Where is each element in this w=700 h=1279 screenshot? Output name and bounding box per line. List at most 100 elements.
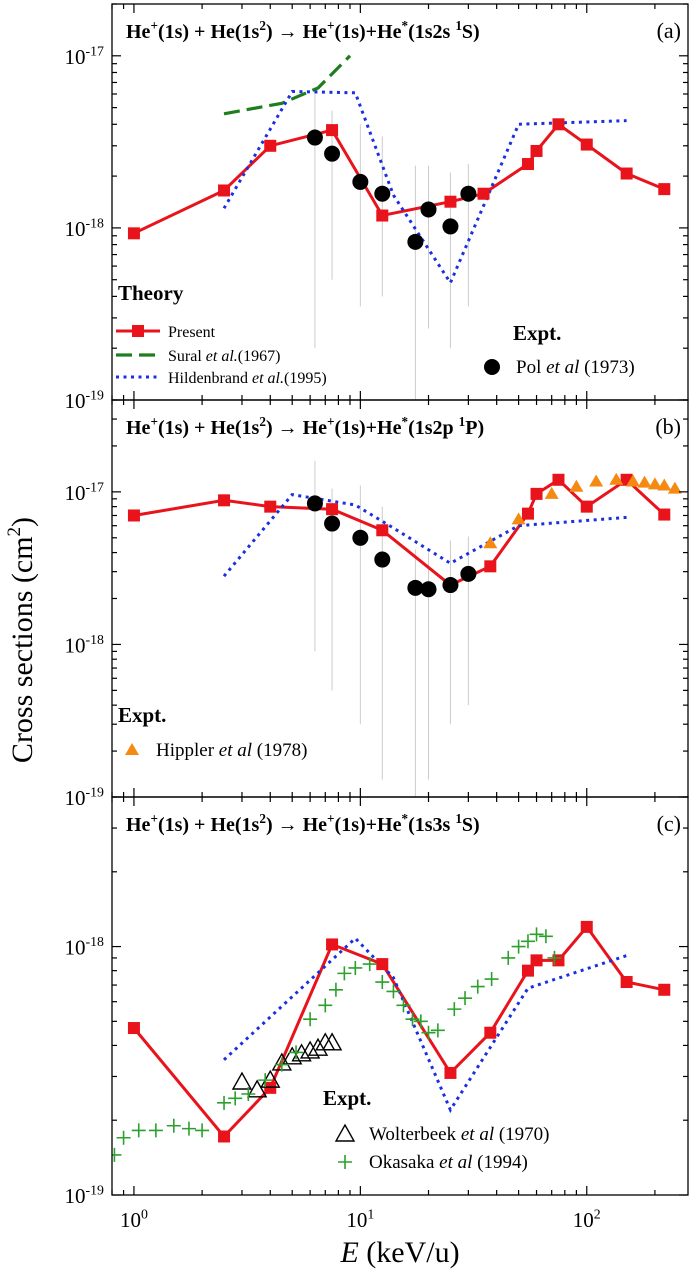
data-point xyxy=(569,479,584,492)
data-point xyxy=(217,1095,232,1110)
data-point xyxy=(658,983,671,996)
data-point xyxy=(131,1123,146,1138)
legend-marker xyxy=(125,743,139,755)
data-point xyxy=(620,167,633,180)
data-point xyxy=(444,1066,457,1079)
plot-area xyxy=(127,460,682,797)
data-point xyxy=(264,1081,277,1094)
data-point xyxy=(444,195,457,208)
data-point xyxy=(477,187,490,200)
data-point xyxy=(218,184,231,197)
legend-entry: Present xyxy=(116,324,216,341)
data-point xyxy=(324,515,341,532)
data-point xyxy=(348,960,363,975)
x-tick-label: 101 xyxy=(346,1207,374,1232)
data-point xyxy=(352,529,369,546)
data-point xyxy=(318,998,333,1013)
data-point xyxy=(405,1012,420,1027)
x-tick-label: 102 xyxy=(573,1207,601,1232)
series-line xyxy=(222,89,627,286)
data-point xyxy=(407,579,424,596)
legend-entry: Sural et al.(1967) xyxy=(116,348,280,365)
data-point xyxy=(195,1123,210,1138)
panels: 10-19 10-18 10-17 He+(1s) + He(1s2) → He+(1… xyxy=(65,3,689,1232)
data-point xyxy=(580,500,593,513)
data-point xyxy=(127,227,140,240)
data-point xyxy=(386,984,401,999)
y-tick-label: 10-19 xyxy=(65,388,105,413)
y-tick-label: 10-19 xyxy=(65,1183,105,1208)
y-axis-label: Cross sections (cm2) xyxy=(4,517,39,763)
data-point xyxy=(521,158,534,171)
data-point xyxy=(218,494,231,507)
data-point xyxy=(580,920,593,933)
panel-title: He+(1s) + He(1s2) → He+(1s)+He*(1s2p 1P) xyxy=(126,414,484,439)
data-point xyxy=(625,474,640,487)
data-point xyxy=(552,118,565,131)
data-point xyxy=(321,1032,343,1051)
data-point xyxy=(376,524,389,537)
y-tick-label: 10-17 xyxy=(65,43,105,68)
legend-marker xyxy=(334,1123,356,1142)
legend-marker xyxy=(132,325,144,337)
panel-title: He+(1s) + He(1s2) → He+(1s)+He*(1s2s 1S) xyxy=(126,18,480,43)
data-point xyxy=(258,1073,273,1088)
data-point xyxy=(413,1014,428,1029)
data-point xyxy=(589,474,604,487)
panel-b: 10-19 10-18 10-17 He+(1s) + He(1s2) → He+(1… xyxy=(65,399,689,810)
legend-heading-expt: Expt. xyxy=(513,321,561,345)
y-tick-label: 10-18 xyxy=(65,216,105,241)
data-point xyxy=(430,1023,445,1038)
data-point xyxy=(127,1022,140,1035)
data-point xyxy=(181,1121,196,1136)
panel-label: (c) xyxy=(657,811,681,836)
data-point xyxy=(521,964,534,977)
legend-entry: Okasaka et al (1994) xyxy=(338,1152,528,1173)
panel-c: 10-19 10-18 100 101 102 He+(1s) + He(1s2) → H… xyxy=(65,796,689,1232)
data-point xyxy=(362,957,377,972)
data-point xyxy=(511,512,526,525)
data-point xyxy=(303,1012,318,1027)
data-point xyxy=(396,998,411,1013)
data-point xyxy=(530,954,543,967)
series-line xyxy=(223,54,352,116)
legend-marker xyxy=(338,1155,352,1169)
y-tick-label: 10-18 xyxy=(65,934,105,959)
legend-entry: Wolterbeek et al (1970) xyxy=(334,1123,550,1145)
legend-label: Hippler et al (1978) xyxy=(156,740,307,761)
data-point xyxy=(609,472,624,485)
data-point xyxy=(326,503,339,516)
legend-label: Hildenbrand et al.(1995) xyxy=(168,370,327,387)
data-point xyxy=(420,581,437,598)
x-axis-label: E (keV/u) xyxy=(339,1236,459,1269)
data-point xyxy=(547,950,562,965)
legend-heading-theory: Theory xyxy=(118,281,184,305)
data-point xyxy=(328,982,343,997)
legend-label: Sural et al.(1967) xyxy=(168,348,280,365)
data-point xyxy=(218,1130,231,1143)
data-point xyxy=(274,1057,289,1072)
data-point xyxy=(483,536,498,549)
data-point xyxy=(442,577,459,594)
legend-heading-expt: Expt. xyxy=(323,1086,371,1110)
x-tick-label: 100 xyxy=(120,1207,148,1232)
data-point xyxy=(324,145,341,162)
data-point xyxy=(127,509,140,522)
legend-label: Wolterbeek et al (1970) xyxy=(369,1124,550,1145)
legend-heading-expt: Expt. xyxy=(118,703,166,727)
data-point xyxy=(658,508,671,521)
data-point xyxy=(375,975,390,990)
panel-title: He+(1s) + He(1s2) → He+(1s)+He*(1s3s 1S) xyxy=(126,811,480,836)
legend-label: Okasaka et al (1994) xyxy=(369,1152,528,1173)
panel-a: 10-19 10-18 10-17 He+(1s) + He(1s2) → He+(1… xyxy=(65,3,689,413)
data-point xyxy=(231,1071,253,1090)
data-point xyxy=(306,495,323,512)
data-point xyxy=(376,209,389,222)
series-line xyxy=(222,492,627,578)
data-point xyxy=(470,979,485,994)
data-point xyxy=(374,185,391,202)
legend-label: Pol et al (1973) xyxy=(516,357,635,378)
data-point xyxy=(637,475,652,488)
